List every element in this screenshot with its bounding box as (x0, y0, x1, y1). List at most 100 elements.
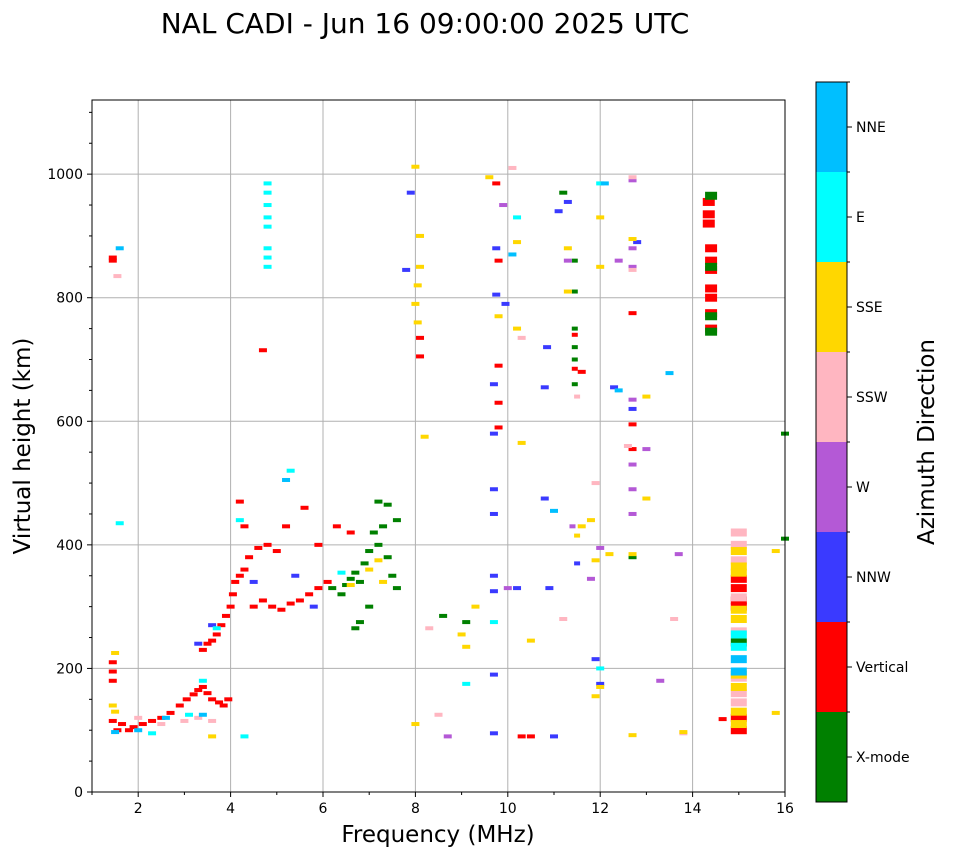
data-point-e (148, 731, 157, 736)
data-point-sse (462, 644, 471, 649)
data-point-vertical (494, 400, 503, 405)
data-point-x-mode (346, 576, 355, 581)
y-axis-label: Virtual height (km) (10, 338, 36, 555)
data-point-vertical (249, 604, 258, 609)
data-point-vertical (705, 293, 718, 302)
data-point-vertical (628, 311, 637, 316)
colorbar-tick-label: SSW (856, 390, 888, 406)
data-point-e (337, 570, 346, 575)
axis-ticks: 2 4 6 8 10 12 14 16 0 200 400 600 800 1000 (47, 111, 794, 817)
data-point-nne (198, 712, 207, 717)
data-point-vertical (217, 623, 226, 628)
data-point-ssw (194, 715, 203, 720)
data-point-sse (596, 215, 605, 220)
y-tick-label: 0 (74, 785, 83, 801)
data-point-x-mode (628, 555, 637, 560)
colorbar: X-mode Vertical NNW W SSW SSE E NNE (816, 81, 910, 802)
data-point-ssw (730, 593, 747, 602)
data-point-sse (471, 604, 480, 609)
data-point-x-mode (374, 499, 383, 504)
data-point-vertical (730, 713, 747, 722)
data-point-nne (665, 371, 674, 376)
data-point-ssw (730, 698, 747, 707)
colorbar-frame (815, 81, 848, 803)
x-tick-label: 14 (684, 801, 702, 817)
data-point-vertical (108, 669, 117, 674)
data-point-vertical (108, 660, 117, 665)
colorbar-swatch (816, 262, 847, 352)
data-point-vertical (254, 545, 263, 550)
x-tick-label: 2 (134, 801, 143, 817)
data-point-nnw (291, 573, 300, 578)
data-point-ssw (574, 394, 581, 399)
data-point-x-mode (337, 592, 346, 597)
data-point-vertical (277, 607, 286, 612)
data-point-x-mode (355, 579, 364, 584)
data-point-nnw (550, 734, 558, 739)
data-point-vertical (705, 244, 718, 253)
data-point-e (263, 224, 272, 229)
data-point-nne (161, 715, 170, 720)
data-point-ssw (157, 722, 166, 727)
data-point-vertical (182, 697, 191, 702)
data-point-e (286, 468, 295, 473)
data-point-vertical (231, 579, 240, 584)
data-point-x-mode (328, 586, 337, 591)
data-point-vertical (235, 573, 244, 578)
data-point-e (263, 215, 272, 220)
data-point-vertical (492, 181, 501, 186)
data-point-e (263, 190, 272, 195)
data-point-e (596, 181, 605, 186)
data-point-sse (642, 394, 651, 399)
data-point-vertical (295, 598, 304, 603)
data-point-x-mode (379, 524, 388, 529)
data-point-w (586, 576, 595, 581)
data-point-vertical (203, 641, 212, 646)
data-point-sse (596, 684, 605, 689)
data-point-vertical (208, 697, 217, 702)
data-point-x-mode (392, 586, 401, 591)
data-point-w (628, 178, 637, 183)
data-point-vertical (730, 574, 747, 583)
data-point-sse (563, 246, 572, 251)
data-point-nnw (402, 267, 411, 272)
data-point-vertical (571, 332, 578, 337)
data-point-x-mode (439, 613, 448, 618)
data-point-vertical (235, 499, 244, 504)
data-point-vertical (314, 542, 323, 547)
data-point-vertical (219, 703, 228, 708)
data-point-vertical (628, 422, 637, 427)
colorbar-swatch (816, 532, 847, 622)
data-point-nnw (543, 345, 552, 350)
data-point-vertical (240, 524, 249, 529)
data-point-ssw (508, 165, 517, 170)
data-point-x-mode (705, 312, 718, 321)
data-point-vertical (702, 197, 715, 206)
data-point-vertical (305, 592, 314, 597)
data-point-w (628, 397, 637, 402)
data-point-vertical (416, 354, 425, 359)
data-point-vertical (166, 710, 175, 715)
data-point-x-mode (705, 262, 718, 271)
data-point-ssw (434, 712, 443, 717)
data-point-x-mode (369, 530, 378, 535)
data-point-nnw (610, 385, 619, 390)
data-point-sse (628, 733, 637, 738)
data-point-sse (771, 710, 780, 715)
data-point-x-mode (559, 190, 568, 195)
data-point-nnw (489, 573, 498, 578)
data-point-sse (420, 434, 429, 439)
y-tick-label: 400 (56, 538, 83, 554)
data-point-sse (457, 632, 466, 637)
data-point-sse (379, 579, 388, 584)
data-point-sse (730, 547, 747, 556)
data-point-x-mode (571, 289, 578, 294)
data-point-w (569, 524, 576, 529)
data-point-sse (679, 730, 688, 735)
data-point-w (499, 203, 508, 208)
data-point-sse (730, 682, 747, 691)
data-point-vertical (272, 549, 281, 554)
data-point-vertical (416, 335, 425, 340)
data-point-w (642, 447, 651, 452)
data-point-ssw (628, 175, 637, 180)
